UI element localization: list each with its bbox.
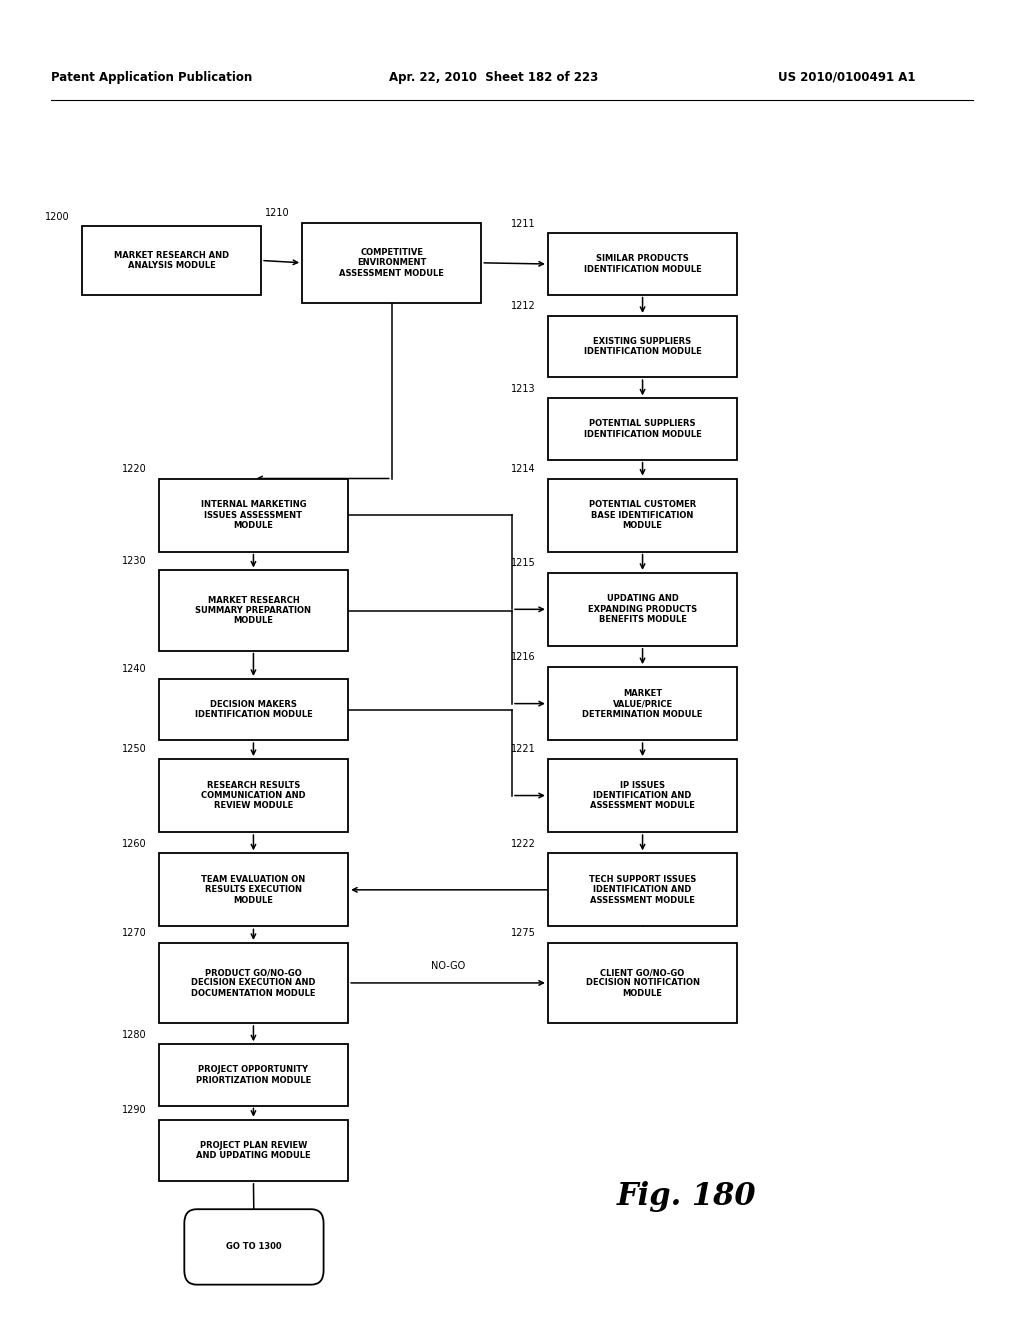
Bar [159, 942, 348, 1023]
Bar [159, 853, 348, 927]
Text: 1214: 1214 [511, 463, 536, 474]
Text: INTERNAL MARKETING
ISSUES ASSESSMENT
MODULE: INTERNAL MARKETING ISSUES ASSESSMENT MOD… [201, 500, 306, 529]
Text: MARKET
VALUE/PRICE
DETERMINATION MODULE: MARKET VALUE/PRICE DETERMINATION MODULE [583, 689, 702, 718]
Text: DECISION MAKERS
IDENTIFICATION MODULE: DECISION MAKERS IDENTIFICATION MODULE [195, 700, 312, 719]
Text: TECH SUPPORT ISSUES
IDENTIFICATION AND
ASSESSMENT MODULE: TECH SUPPORT ISSUES IDENTIFICATION AND A… [589, 875, 696, 904]
Text: COMPETITIVE
ENVIRONMENT
ASSESSMENT MODULE: COMPETITIVE ENVIRONMENT ASSESSMENT MODUL… [339, 248, 444, 277]
Bar [548, 234, 737, 294]
Text: 1270: 1270 [122, 928, 146, 939]
Bar [302, 223, 481, 302]
Text: IP ISSUES
IDENTIFICATION AND
ASSESSMENT MODULE: IP ISSUES IDENTIFICATION AND ASSESSMENT … [590, 780, 695, 810]
Text: US 2010/0100491 A1: US 2010/0100491 A1 [778, 71, 915, 83]
Bar [548, 759, 737, 832]
Bar [548, 399, 737, 459]
Bar [159, 479, 348, 552]
Text: PRODUCT GO/NO-GO
DECISION EXECUTION AND
DOCUMENTATION MODULE: PRODUCT GO/NO-GO DECISION EXECUTION AND … [191, 968, 315, 998]
Text: POTENTIAL SUPPLIERS
IDENTIFICATION MODULE: POTENTIAL SUPPLIERS IDENTIFICATION MODUL… [584, 420, 701, 438]
Text: MARKET RESEARCH AND
ANALYSIS MODULE: MARKET RESEARCH AND ANALYSIS MODULE [114, 251, 229, 271]
Text: 1230: 1230 [122, 556, 146, 566]
Text: RESEARCH RESULTS
COMMUNICATION AND
REVIEW MODULE: RESEARCH RESULTS COMMUNICATION AND REVIE… [201, 780, 306, 810]
Text: 1220: 1220 [122, 463, 146, 474]
Text: 1290: 1290 [122, 1105, 146, 1115]
Bar [159, 678, 348, 741]
Text: TEAM EVALUATION ON
RESULTS EXECUTION
MODULE: TEAM EVALUATION ON RESULTS EXECUTION MOD… [202, 875, 305, 904]
Text: 1250: 1250 [122, 744, 146, 754]
Text: 1213: 1213 [511, 384, 536, 393]
Bar [548, 942, 737, 1023]
Text: Fig. 180: Fig. 180 [616, 1181, 756, 1212]
Text: UPDATING AND
EXPANDING PRODUCTS
BENEFITS MODULE: UPDATING AND EXPANDING PRODUCTS BENEFITS… [588, 594, 697, 624]
Bar [548, 853, 737, 927]
Text: CLIENT GO/NO-GO
DECISION NOTIFICATION
MODULE: CLIENT GO/NO-GO DECISION NOTIFICATION MO… [586, 968, 699, 998]
Text: 1280: 1280 [122, 1030, 146, 1040]
Text: 1200: 1200 [45, 211, 70, 222]
Text: 1222: 1222 [511, 838, 536, 849]
Text: 1260: 1260 [122, 838, 146, 849]
Bar [159, 1044, 348, 1106]
Text: GO TO 1300: GO TO 1300 [226, 1242, 282, 1251]
Bar [548, 667, 737, 741]
Text: 1216: 1216 [511, 652, 536, 663]
Text: 1221: 1221 [511, 744, 536, 754]
Text: PROJECT OPPORTUNITY
PRIORTIZATION MODULE: PROJECT OPPORTUNITY PRIORTIZATION MODULE [196, 1065, 311, 1085]
Text: SIMILAR PRODUCTS
IDENTIFICATION MODULE: SIMILAR PRODUCTS IDENTIFICATION MODULE [584, 255, 701, 273]
Text: EXISTING SUPPLIERS
IDENTIFICATION MODULE: EXISTING SUPPLIERS IDENTIFICATION MODULE [584, 337, 701, 356]
Text: NO-GO: NO-GO [431, 961, 465, 972]
Text: Apr. 22, 2010  Sheet 182 of 223: Apr. 22, 2010 Sheet 182 of 223 [389, 71, 598, 83]
Text: 1275: 1275 [511, 928, 536, 939]
Bar [159, 759, 348, 832]
Text: 1210: 1210 [265, 209, 290, 218]
Bar [548, 573, 737, 645]
Bar [82, 226, 261, 294]
Text: 1212: 1212 [511, 301, 536, 312]
Text: MARKET RESEARCH
SUMMARY PREPARATION
MODULE: MARKET RESEARCH SUMMARY PREPARATION MODU… [196, 595, 311, 626]
Text: 1215: 1215 [511, 558, 536, 568]
Bar [159, 570, 348, 651]
Text: POTENTIAL CUSTOMER
BASE IDENTIFICATION
MODULE: POTENTIAL CUSTOMER BASE IDENTIFICATION M… [589, 500, 696, 529]
Text: 1240: 1240 [122, 664, 146, 675]
Bar [159, 1119, 348, 1181]
Text: 1211: 1211 [511, 219, 536, 228]
Text: Patent Application Publication: Patent Application Publication [51, 71, 253, 83]
Bar [548, 315, 737, 378]
Bar [548, 479, 737, 552]
Text: PROJECT PLAN REVIEW
AND UPDATING MODULE: PROJECT PLAN REVIEW AND UPDATING MODULE [197, 1140, 310, 1160]
FancyBboxPatch shape [184, 1209, 324, 1284]
